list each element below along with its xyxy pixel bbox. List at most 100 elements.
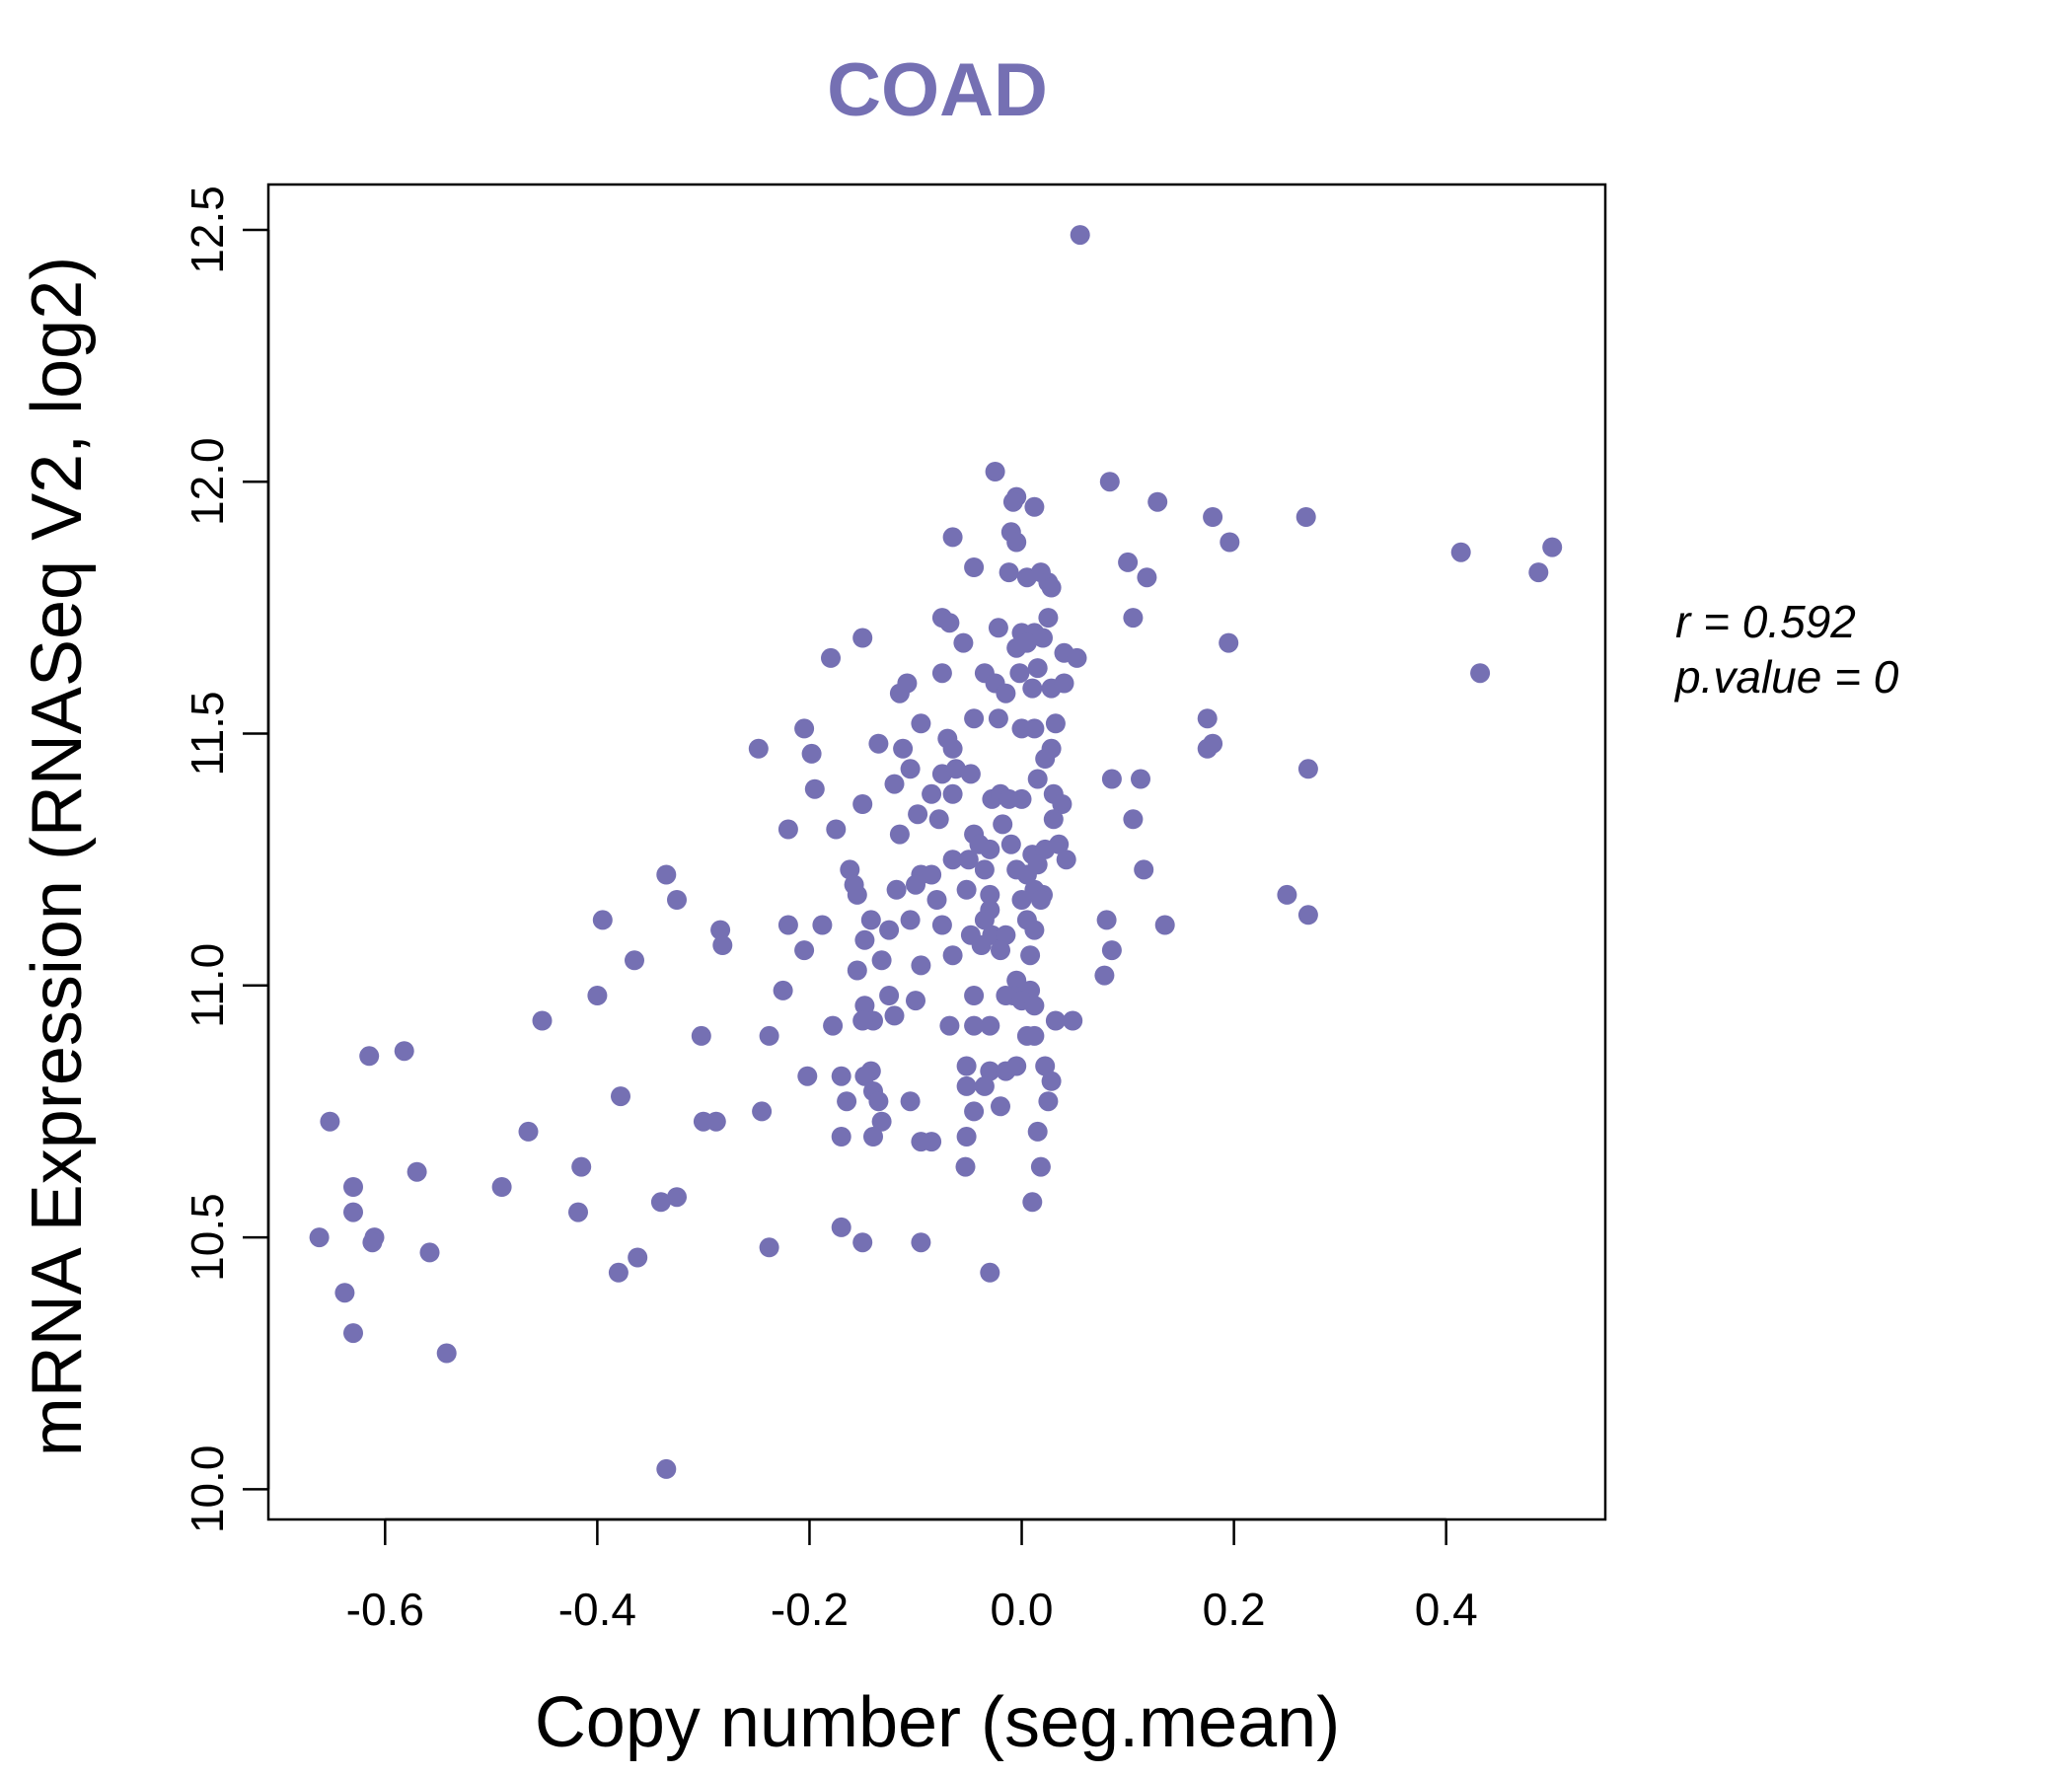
data-point — [1450, 542, 1471, 562]
data-point — [667, 1187, 687, 1208]
data-point — [908, 804, 928, 825]
data-point — [956, 1075, 977, 1096]
data-point — [1027, 854, 1048, 875]
data-point — [797, 1066, 818, 1086]
data-point — [840, 859, 860, 880]
data-point — [854, 996, 875, 1016]
data-point — [956, 1127, 977, 1147]
data-point — [343, 1202, 363, 1222]
data-point — [1528, 562, 1549, 583]
data-point — [939, 613, 960, 633]
data-point — [956, 879, 977, 900]
data-point — [407, 1161, 427, 1182]
data-point — [831, 1217, 851, 1237]
data-point — [777, 819, 798, 840]
data-point — [911, 713, 931, 734]
x-axis-title: Copy number (seg.mean) — [535, 1683, 1340, 1762]
data-point — [794, 718, 815, 739]
data-point — [1154, 915, 1175, 935]
data-point — [821, 647, 841, 668]
data-point — [852, 628, 873, 648]
data-point — [1297, 759, 1318, 779]
data-point — [980, 884, 1000, 905]
x-tick-label: -0.4 — [558, 1584, 636, 1635]
data-point — [1002, 491, 1023, 512]
data-point — [900, 759, 921, 779]
data-point — [1123, 809, 1144, 830]
data-point — [868, 733, 889, 754]
data-point — [964, 557, 985, 577]
data-point — [1118, 552, 1139, 572]
data-point — [996, 683, 1016, 703]
data-point — [939, 1015, 960, 1036]
data-point — [650, 1192, 671, 1213]
data-point — [1030, 890, 1051, 910]
data-point — [928, 809, 949, 830]
data-point — [942, 783, 963, 804]
data-point — [886, 879, 907, 900]
data-point — [852, 1010, 873, 1031]
data-point — [988, 618, 1008, 638]
y-tick-label: 12.5 — [182, 185, 233, 274]
data-point — [980, 839, 1000, 859]
data-point — [804, 778, 825, 799]
data-point — [752, 1101, 773, 1122]
data-point — [777, 915, 798, 935]
data-point — [320, 1111, 340, 1132]
data-point — [1277, 884, 1297, 905]
data-point — [942, 850, 963, 870]
data-point — [906, 991, 925, 1011]
data-point — [343, 1323, 363, 1344]
data-point — [871, 950, 892, 971]
data-point — [960, 764, 981, 784]
data-point — [1038, 1091, 1059, 1112]
data-point — [879, 986, 900, 1005]
data-point — [1219, 632, 1239, 653]
data-point — [871, 1111, 892, 1132]
data-point — [1045, 713, 1066, 734]
data-point — [1009, 663, 1030, 684]
data-point — [884, 774, 905, 794]
data-point — [1027, 769, 1048, 789]
x-tick-label: 0.0 — [991, 1584, 1054, 1635]
data-point — [1070, 225, 1090, 246]
data-point — [953, 632, 974, 653]
data-point — [931, 663, 952, 684]
data-point — [436, 1343, 457, 1364]
data-point — [823, 1015, 844, 1036]
data-point — [955, 1156, 976, 1177]
data-point — [1297, 905, 1318, 925]
data-point — [759, 1025, 779, 1046]
data-point — [1022, 1192, 1043, 1213]
data-point — [587, 986, 608, 1005]
data-point — [958, 850, 979, 870]
data-point — [1101, 940, 1122, 961]
data-point — [1052, 794, 1073, 814]
data-point — [980, 1262, 1000, 1283]
data-point — [974, 910, 995, 930]
data-point — [964, 1101, 985, 1122]
data-point — [1123, 608, 1144, 629]
data-point — [362, 1232, 383, 1253]
data-point — [942, 527, 963, 548]
data-point — [1011, 890, 1032, 910]
data-point — [826, 819, 847, 840]
data-point — [625, 950, 644, 971]
data-point — [911, 1132, 931, 1152]
data-point — [773, 980, 793, 1000]
data-point — [996, 925, 1016, 945]
data-point — [1041, 738, 1062, 759]
data-point — [837, 1091, 857, 1112]
y-axis-title: mRNA Expression (RNASeq V2, log2) — [18, 257, 97, 1456]
data-point — [667, 890, 687, 910]
data-point — [889, 824, 910, 845]
data-point — [900, 1091, 921, 1112]
y-tick-label: 12.0 — [182, 437, 233, 526]
data-point — [1101, 769, 1122, 789]
data-point — [343, 1177, 363, 1197]
data-point — [710, 920, 731, 940]
x-tick-label: 0.2 — [1203, 1584, 1266, 1635]
data-point — [893, 738, 914, 759]
data-point — [1024, 496, 1045, 517]
